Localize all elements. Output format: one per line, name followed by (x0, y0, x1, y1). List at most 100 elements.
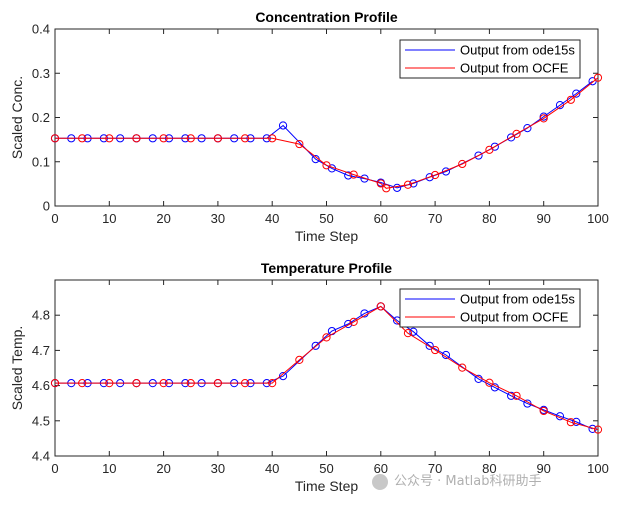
data-point (213, 379, 222, 388)
data-point (409, 179, 418, 188)
y-tick-label: 0.4 (32, 22, 50, 37)
data-point (458, 159, 467, 169)
data-point (78, 134, 87, 143)
data-point (240, 379, 250, 388)
data-point (132, 134, 141, 143)
x-tick-label: 100 (587, 211, 609, 226)
y-tick-label: 0.3 (32, 66, 50, 81)
data-point (344, 319, 353, 329)
data-point (403, 329, 413, 338)
x-tick-label: 50 (319, 211, 333, 226)
data-point (539, 114, 548, 123)
y-tick-label: 4.5 (32, 413, 50, 428)
x-tick-label: 40 (265, 461, 279, 476)
data-point (425, 341, 434, 350)
y-tick-label: 4.6 (32, 378, 50, 393)
data-point (485, 145, 494, 154)
data-point (322, 161, 331, 170)
data-point (523, 124, 532, 133)
data-point (474, 151, 483, 160)
y-tick-label: 4.7 (32, 343, 50, 358)
wechat-logo-icon (372, 473, 388, 490)
legend-label-1: Output from ode15s (460, 292, 575, 307)
data-point (240, 134, 250, 143)
data-point (485, 378, 494, 387)
data-point (349, 170, 358, 179)
legend-label-2: Output from OCFE (460, 61, 569, 76)
y-tick-label: 0.1 (32, 154, 50, 169)
data-point (566, 95, 575, 104)
data-point (159, 379, 168, 388)
x-tick-label: 10 (102, 211, 116, 226)
watermark-text: 公众号 · Matlab科研助手 (394, 474, 542, 489)
x-tick-label: 60 (374, 211, 388, 226)
data-point (566, 418, 575, 427)
data-point (382, 184, 391, 193)
y-tick-label: 4.4 (32, 449, 50, 464)
data-point (132, 379, 141, 388)
x-tick-label: 20 (156, 211, 170, 226)
data-point (105, 379, 114, 388)
x-tick-label: 20 (156, 461, 170, 476)
data-point (278, 371, 288, 381)
chart-2: 0 10 20 30 40 50 60 70 80 90 100 4.4 4.5 4.6 4.7 4.8 Tem… (9, 260, 609, 494)
data-point (278, 121, 288, 130)
data-point (159, 134, 168, 143)
x-tick-label: 40 (265, 211, 279, 226)
x-tick-label: 70 (428, 211, 442, 226)
data-point (186, 379, 195, 388)
data-point (403, 180, 413, 189)
data-point (409, 327, 418, 336)
data-point (322, 333, 331, 342)
x-tick-label: 10 (102, 461, 116, 476)
data-point (458, 363, 467, 372)
data-point (392, 183, 402, 192)
y-axis-label: Scaled Conc. (9, 76, 25, 159)
y-tick-label: 0.2 (32, 110, 50, 125)
data-point (512, 391, 521, 400)
legend-label-2: Output from OCFE (460, 310, 569, 325)
data-point (539, 406, 548, 416)
chart-1: 0 10 20 30 40 50 60 70 80 90 100 0 0.1 0.2 0.3 0.4 Conce… (9, 9, 609, 244)
legend-box (399, 39, 581, 79)
x-tick-label: 50 (319, 461, 333, 476)
legend-label-1: Output from ode15s (460, 43, 575, 58)
data-point (268, 379, 277, 388)
x-tick-label: 30 (211, 461, 225, 476)
chart-title: Temperature Profile (261, 260, 392, 276)
y-tick-label: 4.8 (32, 308, 50, 323)
data-point (572, 89, 581, 98)
data-point (50, 379, 60, 388)
x-tick-label: 90 (536, 461, 550, 476)
data-point (349, 317, 358, 326)
data-point (186, 134, 195, 143)
series-line-2 (55, 77, 599, 189)
data-point (311, 341, 320, 350)
x-tick-label: 80 (482, 461, 496, 476)
data-point (105, 134, 114, 143)
data-point (425, 173, 434, 182)
x-tick-label: 90 (536, 211, 550, 226)
y-axis-label: Scaled Temp. (9, 326, 25, 411)
y-tick-label: 0 (43, 199, 50, 214)
x-tick-label: 30 (211, 211, 225, 226)
x-tick-label: 60 (374, 461, 388, 476)
data-point (593, 425, 603, 434)
x-tick-label: 0 (51, 211, 58, 226)
legend-box (399, 288, 581, 328)
x-axis-label: Time Step (295, 478, 358, 494)
watermark: 公众号 · Matlab科研助手 (372, 470, 542, 490)
data-point (376, 179, 385, 188)
x-tick-label: 0 (51, 461, 58, 476)
data-point (268, 134, 277, 143)
data-point (213, 134, 222, 143)
series-line-2 (55, 305, 599, 431)
chart-title: Concentration Profile (255, 9, 398, 25)
x-tick-label: 70 (428, 461, 442, 476)
x-axis-label: Time Step (295, 228, 358, 244)
data-point (441, 167, 451, 176)
data-point (431, 345, 440, 355)
data-point (78, 379, 87, 388)
data-point (512, 129, 521, 138)
